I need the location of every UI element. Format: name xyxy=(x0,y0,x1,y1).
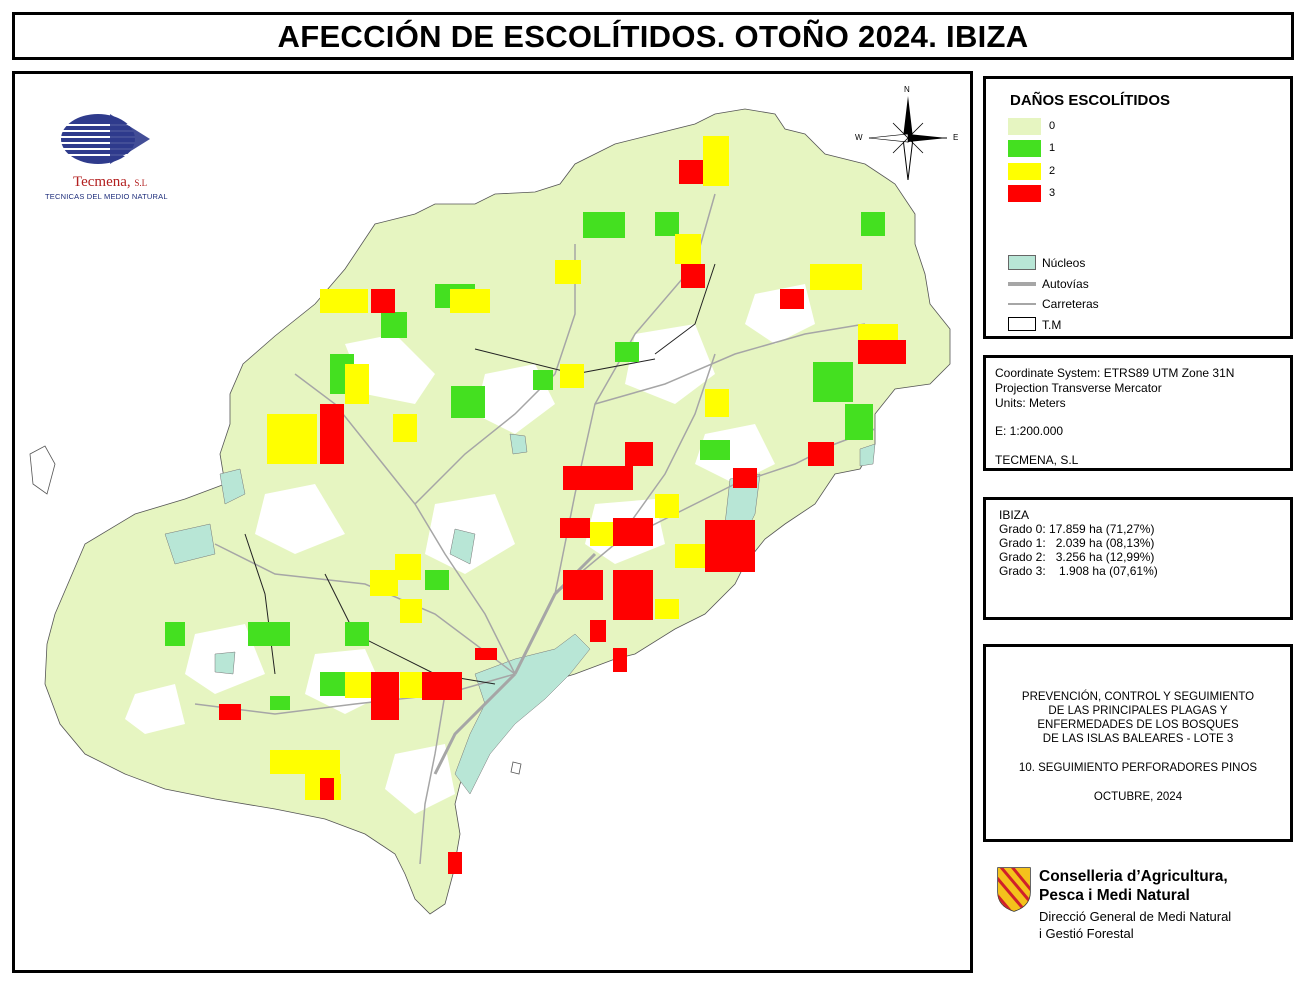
grade-3-patches xyxy=(219,160,906,874)
tecmena-name-text: Tecmena, xyxy=(73,174,131,190)
tecmena-name: Tecmena, S.L xyxy=(73,174,147,191)
conselleria-name-line-2: Pesca i Medi Natural xyxy=(1039,887,1190,904)
legend-swatch-autovias xyxy=(1008,282,1036,286)
legend-swatch-grade-2 xyxy=(1008,163,1041,180)
compass-rose-icon xyxy=(868,96,947,181)
grade-2-patches xyxy=(267,136,898,800)
map-author: TECMENA, S.L xyxy=(995,453,1079,467)
municipal-boundaries xyxy=(244,263,716,685)
legend-swatch-grade-3 xyxy=(1008,185,1041,202)
tecmena-suffix: S.L xyxy=(134,178,148,188)
compass-n: N xyxy=(904,85,910,94)
legend-title: DAÑOS ESCOLÍTIDOS xyxy=(1010,92,1171,109)
legend-label-grade-0: 0 xyxy=(1049,120,1056,132)
project-subtitle: 10. SEGUIMIENTO PERFORADORES PINOS xyxy=(1018,762,1258,774)
legend-swatch-carreteras xyxy=(1008,303,1036,305)
project-line-4: DE LAS ISLAS BALEARES - LOTE 3 xyxy=(1042,733,1234,745)
ibiza-map xyxy=(29,108,951,915)
map-frame: Tecmena, S.L TECNICAS DEL MEDIO NATURAL … xyxy=(12,71,973,973)
direccio-general-line-1: Direcció General de Medi Natural xyxy=(1039,909,1232,924)
project-line-3: ENFERMEDADES DE LOS BOSQUES xyxy=(1037,719,1239,731)
direccio-general-line-2: i Gestió Forestal xyxy=(1039,926,1134,941)
legend-label-grade-3: 3 xyxy=(1049,187,1056,199)
crs-units: Units: Meters xyxy=(995,396,1066,410)
legend-label-grade-1: 1 xyxy=(1049,142,1056,154)
legend-label-nucleos: Núcleos xyxy=(1042,256,1086,270)
legend-box: DAÑOS ESCOLÍTIDOS 0 1 2 3 Núcleos Autoví… xyxy=(983,76,1293,339)
project-line-2: DE LAS PRINCIPALES PLAGAS Y xyxy=(1048,705,1228,717)
nucleos-areas xyxy=(164,433,876,795)
stats-heading: IBIZA xyxy=(999,508,1030,522)
map-title: AFECCIÓN DE ESCOLÍTIDOS. OTOÑO 2024. IBI… xyxy=(277,19,1029,54)
map-scale: E: 1:200.000 xyxy=(995,424,1064,438)
balearic-shield-icon xyxy=(997,867,1031,912)
stats-row-grade-3: Grado 3: 1.908 ha (07,61%) xyxy=(999,564,1158,578)
tecmena-tagline: TECNICAS DEL MEDIO NATURAL xyxy=(45,192,168,201)
legend-label-carreteras: Carreteras xyxy=(1042,297,1099,311)
crs-box: Coordinate System: ETRS89 UTM Zone 31N P… xyxy=(983,355,1293,471)
legend-swatch-grade-1 xyxy=(1008,140,1041,157)
project-date: OCTUBRE, 2024 xyxy=(1093,791,1183,803)
legend-swatch-tm xyxy=(1008,317,1036,331)
tecmena-logo: Tecmena, S.L TECNICAS DEL MEDIO NATURAL xyxy=(45,106,195,201)
project-line-1: PREVENCIÓN, CONTROL Y SEGUIMIENTO xyxy=(1021,691,1255,703)
compass-w: W xyxy=(855,133,863,142)
stats-row-grade-0: Grado 0: 17.859 ha (71,27%) xyxy=(999,522,1155,536)
title-box: AFECCIÓN DE ESCOLÍTIDOS. OTOÑO 2024. IBI… xyxy=(12,12,1294,60)
crs-projection: Projection Transverse Mercator xyxy=(995,381,1162,395)
stats-box: IBIZA Grado 0: 17.859 ha (71,27%) Grado … xyxy=(983,497,1293,620)
stats-row-grade-2: Grado 2: 3.256 ha (12,99%) xyxy=(999,550,1155,564)
legend-swatch-grade-0 xyxy=(1008,118,1041,135)
conselleria-logo: Conselleria d’Agricultura, Pesca i Medi … xyxy=(996,866,1296,946)
legend-label-grade-2: 2 xyxy=(1049,165,1056,177)
islets xyxy=(29,445,522,775)
tecmena-emblem-icon xyxy=(60,114,150,164)
legend-label-tm: T.M xyxy=(1042,318,1062,332)
conselleria-name-line-1: Conselleria d’Agricultura, xyxy=(1039,868,1228,885)
highways xyxy=(433,552,597,775)
crs-system: Coordinate System: ETRS89 UTM Zone 31N xyxy=(995,366,1235,380)
stats-row-grade-1: Grado 1: 2.039 ha (08,13%) xyxy=(999,536,1155,550)
legend-swatch-nucleos xyxy=(1008,255,1036,270)
compass-e: E xyxy=(953,133,959,142)
legend-label-autovias: Autovías xyxy=(1042,277,1089,291)
north-arrow: N W E xyxy=(853,85,963,181)
project-box: PREVENCIÓN, CONTROL Y SEGUIMIENTO DE LAS… xyxy=(983,644,1293,842)
